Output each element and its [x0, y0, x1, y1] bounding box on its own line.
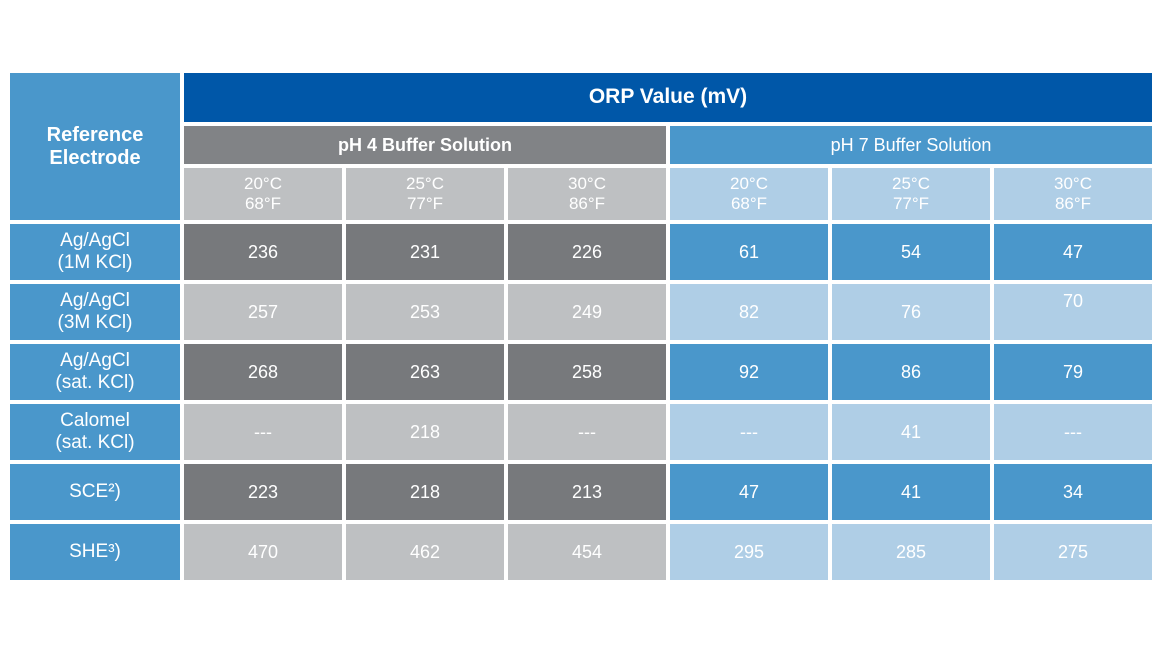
row-label-line2: (1M KCl) — [57, 252, 133, 273]
row-label-sce: SCE²) — [10, 464, 180, 520]
group-header-ph7: pH 7 Buffer Solution — [670, 126, 1152, 164]
value-cell: 213 — [508, 464, 666, 520]
temp-c: 25°C — [892, 174, 930, 194]
temp-c: 20°C — [244, 174, 282, 194]
value-cell: 249 — [508, 284, 666, 340]
value-cell: 268 — [184, 344, 342, 400]
value-cell: 92 — [670, 344, 828, 400]
value-cell: 226 — [508, 224, 666, 280]
row-label-agagcl-3m: Ag/AgCl (3M KCl) — [10, 284, 180, 340]
temp-header-ph7-20c: 20°C 68°F — [670, 168, 828, 220]
value-cell: 285 — [832, 524, 990, 580]
corner-header-reference-electrode: Reference Electrode — [10, 73, 180, 220]
temp-header-ph4-20c: 20°C 68°F — [184, 168, 342, 220]
value-cell: 47 — [994, 224, 1152, 280]
temp-header-ph7-30c: 30°C 86°F — [994, 168, 1152, 220]
temp-header-ph4-25c: 25°C 77°F — [346, 168, 504, 220]
value-cell: 47 — [670, 464, 828, 520]
value-cell: 70 — [994, 284, 1152, 340]
temp-f: 77°F — [892, 194, 930, 213]
value-cell: 218 — [346, 404, 504, 460]
row-label-line2: (sat. KCl) — [55, 432, 135, 453]
temp-f: 86°F — [1054, 194, 1092, 213]
value-cell: 86 — [832, 344, 990, 400]
value-cell: 454 — [508, 524, 666, 580]
temp-header-ph7-25c: 25°C 77°F — [832, 168, 990, 220]
value-cell: 295 — [670, 524, 828, 580]
value-cell: 79 — [994, 344, 1152, 400]
value-cell: 76 — [832, 284, 990, 340]
value-cell: 41 — [832, 464, 990, 520]
temp-header-ph4-30c: 30°C 86°F — [508, 168, 666, 220]
value-cell: --- — [184, 404, 342, 460]
row-label-line1: Ag/AgCl — [60, 350, 130, 372]
temp-c: 20°C — [730, 174, 768, 194]
value-cell: 41 — [832, 404, 990, 460]
value-cell: 61 — [670, 224, 828, 280]
corner-header-line2: Electrode — [49, 146, 141, 169]
row-label-she: SHE³) — [10, 524, 180, 580]
temp-f: 68°F — [730, 194, 768, 213]
row-label-line1: SCE²) — [69, 481, 121, 503]
value-cell: 34 — [994, 464, 1152, 520]
value-cell: 236 — [184, 224, 342, 280]
temp-f: 86°F — [568, 194, 606, 213]
value-cell: --- — [994, 404, 1152, 460]
value-cell: --- — [670, 404, 828, 460]
value-cell: 223 — [184, 464, 342, 520]
row-label-line2: (sat. KCl) — [55, 372, 135, 393]
value-cell: 54 — [832, 224, 990, 280]
group-header-ph4: pH 4 Buffer Solution — [184, 126, 666, 164]
value-cell: 82 — [670, 284, 828, 340]
value-cell: 263 — [346, 344, 504, 400]
value-cell: 257 — [184, 284, 342, 340]
corner-header-line1: Reference — [46, 123, 144, 146]
row-label-calomel-sat: Calomel (sat. KCl) — [10, 404, 180, 460]
row-label-line1: Calomel — [60, 410, 130, 432]
value-cell: 470 — [184, 524, 342, 580]
value-cell: 462 — [346, 524, 504, 580]
temp-c: 25°C — [406, 174, 444, 194]
value-cell: 258 — [508, 344, 666, 400]
orp-reference-table: Reference Electrode ORP Value (mV) pH 4 … — [10, 73, 1152, 580]
temp-c: 30°C — [568, 174, 606, 194]
value-cell: 275 — [994, 524, 1152, 580]
value-cell: 218 — [346, 464, 504, 520]
row-label-line1: SHE³) — [69, 541, 121, 563]
row-label-line2: (3M KCl) — [57, 312, 133, 333]
table-title-orp-value: ORP Value (mV) — [184, 73, 1152, 122]
row-label-agagcl-1m: Ag/AgCl (1M KCl) — [10, 224, 180, 280]
value-cell: 253 — [346, 284, 504, 340]
row-label-line1: Ag/AgCl — [60, 290, 130, 312]
temp-f: 68°F — [244, 194, 282, 213]
value-cell: --- — [508, 404, 666, 460]
row-label-line1: Ag/AgCl — [60, 230, 130, 252]
temp-f: 77°F — [406, 194, 444, 213]
row-label-agagcl-sat: Ag/AgCl (sat. KCl) — [10, 344, 180, 400]
temp-c: 30°C — [1054, 174, 1092, 194]
value-cell: 231 — [346, 224, 504, 280]
